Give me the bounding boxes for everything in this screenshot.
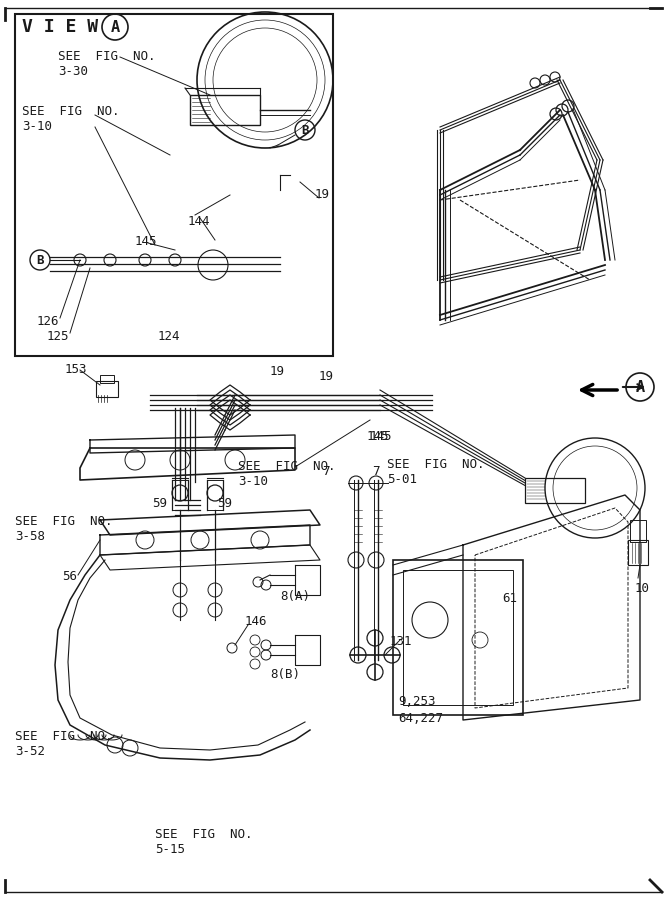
- Text: 7: 7: [372, 465, 380, 478]
- Text: 145: 145: [370, 430, 392, 443]
- Text: 145: 145: [367, 430, 390, 443]
- Bar: [630, 520, 646, 542]
- Text: 19: 19: [319, 370, 334, 383]
- Bar: [96, 381, 118, 397]
- Text: 124: 124: [158, 330, 181, 343]
- Text: 153: 153: [65, 363, 87, 376]
- Bar: [15, 14, 333, 356]
- Text: 56: 56: [62, 570, 77, 583]
- Text: 3-52: 3-52: [15, 745, 45, 758]
- Text: 61: 61: [502, 592, 517, 605]
- Text: 8(B): 8(B): [270, 668, 300, 681]
- Text: 146: 146: [245, 615, 267, 628]
- Text: 131: 131: [390, 635, 412, 648]
- Text: SEE  FIG  NO.: SEE FIG NO.: [15, 515, 113, 528]
- Text: 59: 59: [152, 497, 167, 510]
- Bar: [628, 540, 648, 565]
- Text: 145: 145: [135, 235, 157, 248]
- Text: SEE  FIG  NO.: SEE FIG NO.: [155, 828, 253, 841]
- Text: SEE  FIG  NO.: SEE FIG NO.: [15, 730, 113, 743]
- Text: 59: 59: [217, 497, 232, 510]
- Text: SEE  FIG  NO.: SEE FIG NO.: [22, 105, 119, 118]
- Text: 3-58: 3-58: [15, 530, 45, 543]
- Bar: [403, 570, 513, 705]
- Text: 144: 144: [188, 215, 211, 228]
- Text: 8(A): 8(A): [280, 590, 310, 603]
- Text: V I E W: V I E W: [22, 18, 98, 36]
- Text: 7: 7: [322, 465, 329, 478]
- Text: 19: 19: [270, 365, 285, 378]
- Text: A: A: [636, 380, 644, 394]
- Text: B: B: [301, 123, 309, 137]
- Text: 5-01: 5-01: [387, 473, 417, 486]
- Text: 64,227: 64,227: [398, 712, 443, 725]
- Bar: [525, 478, 585, 503]
- Text: 125: 125: [47, 330, 69, 343]
- Text: 3-30: 3-30: [58, 65, 88, 78]
- Text: 19: 19: [315, 188, 330, 201]
- Text: 126: 126: [37, 315, 59, 328]
- Bar: [393, 560, 523, 715]
- Bar: [190, 95, 260, 125]
- Text: B: B: [36, 254, 44, 266]
- Text: A: A: [111, 20, 119, 34]
- Bar: [100, 375, 114, 383]
- Text: 5-15: 5-15: [155, 843, 185, 856]
- Text: SEE  FIG  NO.: SEE FIG NO.: [58, 50, 155, 63]
- Text: 3-10: 3-10: [22, 120, 52, 133]
- Text: 10: 10: [635, 582, 650, 595]
- Text: SEE  FIG  NO.: SEE FIG NO.: [238, 460, 336, 473]
- Text: 3-10: 3-10: [238, 475, 268, 488]
- Text: SEE  FIG  NO.: SEE FIG NO.: [387, 458, 484, 471]
- Text: 9,253: 9,253: [398, 695, 436, 708]
